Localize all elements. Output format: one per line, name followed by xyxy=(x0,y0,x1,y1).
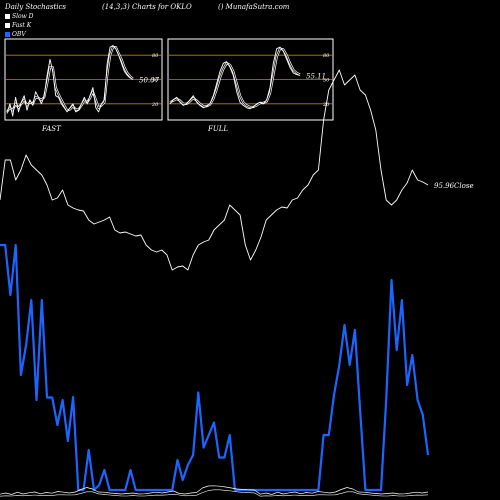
series-close xyxy=(0,69,429,271)
series-bottom-stoch-k xyxy=(0,485,429,495)
legend-item-obv: OBV xyxy=(5,31,26,38)
legend-label-slow-d: Slow D xyxy=(12,13,34,20)
series-obv xyxy=(0,243,430,492)
chart-title-center: (14,3,3) Charts for OKLO xyxy=(102,3,192,11)
ytick-fast-20: 20 xyxy=(151,102,159,108)
legend-item-slow-d: Slow D xyxy=(5,13,34,20)
chart-title-right: () MunafaSutra.com xyxy=(218,3,290,11)
series-full-k xyxy=(169,46,301,110)
legend-label-fast-k: Fast K xyxy=(12,22,32,29)
chart-title-left: Daily Stochastics xyxy=(5,3,67,11)
series-bottom-stoch-d xyxy=(0,489,429,497)
panel-label-full: FULL xyxy=(208,125,229,133)
legend-swatch-obv xyxy=(5,32,10,37)
ytick-full-80: 80 xyxy=(323,53,330,59)
ytick-fast-50: 50 xyxy=(152,78,159,84)
ytick-full-50: 50 xyxy=(323,78,330,84)
legend-swatch-fast-k xyxy=(5,23,10,28)
ytick-fast-80: 80 xyxy=(152,53,159,59)
legend-label-obv: OBV xyxy=(12,31,26,38)
panel-label-fast: FAST xyxy=(42,125,61,133)
last-value-full: 55.11 xyxy=(306,72,326,80)
legend-item-fast-k: Fast K xyxy=(5,22,31,29)
last-value-close: 95.96Close xyxy=(434,182,474,190)
legend-swatch-slow-d xyxy=(5,14,10,19)
last-value-fast: 50.07 xyxy=(139,76,160,84)
series-fast-d xyxy=(6,46,134,113)
series-fast-k xyxy=(6,45,134,117)
series-full-d xyxy=(169,48,301,108)
